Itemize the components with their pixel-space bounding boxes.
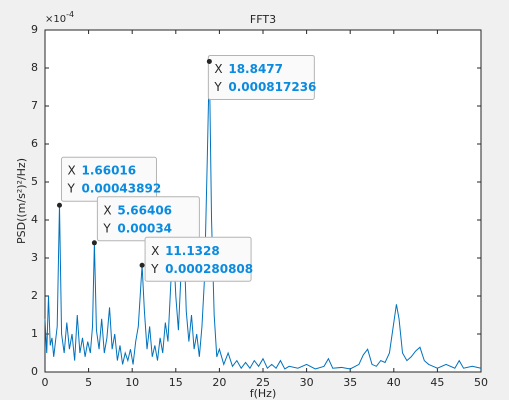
x-tick-label: 40 [387, 376, 401, 389]
y-tick-label: 1 [31, 327, 38, 340]
x-tick-label: 0 [42, 376, 49, 389]
datatip-y-value: 0.00034 [117, 221, 172, 235]
x-tick-label: 30 [300, 376, 314, 389]
chart-title: FFT3 [250, 13, 276, 26]
datatip-x-prefix: X [151, 244, 159, 258]
y-tick-label: 9 [31, 23, 38, 36]
x-tick-label: 15 [169, 376, 183, 389]
y-tick-label: 6 [31, 137, 38, 150]
datatip-marker [206, 58, 212, 64]
y-tick-label: 2 [31, 289, 38, 302]
datatip: X 18.8477 Y 0.000817236 [206, 54, 316, 100]
datatip-x-prefix: X [103, 203, 111, 217]
datatip-marker [139, 262, 145, 268]
x-tick-label: 25 [256, 376, 270, 389]
datatip: X 1.66016 Y 0.00043892 [56, 156, 161, 208]
datatip-x-value: 18.8477 [228, 62, 283, 76]
axes-box [44, 29, 482, 373]
y-tick-label: 3 [31, 251, 38, 264]
x-tick-label: 50 [474, 376, 488, 389]
datatip: X 11.1328 Y 0.000280808 [139, 236, 253, 282]
datatip-y-prefix: Y [66, 182, 75, 196]
y-tick-label: 8 [31, 61, 38, 74]
y-multiplier-base: ×10 [45, 14, 66, 25]
datatip-x-prefix: X [214, 62, 222, 76]
datatip-box [144, 236, 252, 282]
datatip-x-prefix: X [67, 164, 75, 178]
datatip-y-prefix: Y [213, 80, 222, 94]
y-multiplier: ×10-4 [45, 10, 74, 26]
datatip-x-value: 5.66406 [117, 203, 172, 217]
x-tick-label: 5 [85, 376, 92, 389]
datatip: X 5.66406 Y 0.00034 [91, 196, 200, 246]
datatip-y-value: 0.000817236 [228, 80, 316, 94]
datatip-y-prefix: Y [102, 221, 111, 235]
datatip-y-value: 0.000280808 [165, 262, 253, 276]
datatip-marker [56, 202, 62, 208]
x-axis-label: f(Hz) [250, 387, 277, 400]
data-line [44, 61, 482, 370]
y-tick-label: 4 [31, 213, 38, 226]
datatip-box [207, 54, 315, 100]
datatip-y-value: 0.00043892 [81, 182, 161, 196]
datatip-x-value: 11.1328 [165, 244, 220, 258]
x-tick-label: 45 [430, 376, 444, 389]
y-multiplier-exponent: -4 [66, 10, 74, 19]
datatip-y-prefix: Y [150, 262, 159, 276]
y-tick-label: 7 [31, 99, 38, 112]
y-axis-label: PSD((m/s²)²/Hz) [15, 158, 28, 244]
y-tick-label: 0 [31, 365, 38, 378]
x-tick-label: 10 [125, 376, 139, 389]
datatip-marker [91, 240, 97, 246]
datatip-x-value: 1.66016 [81, 164, 136, 178]
x-tick-label: 35 [343, 376, 357, 389]
y-tick-label: 5 [31, 175, 38, 188]
x-tick-label: 20 [212, 376, 226, 389]
